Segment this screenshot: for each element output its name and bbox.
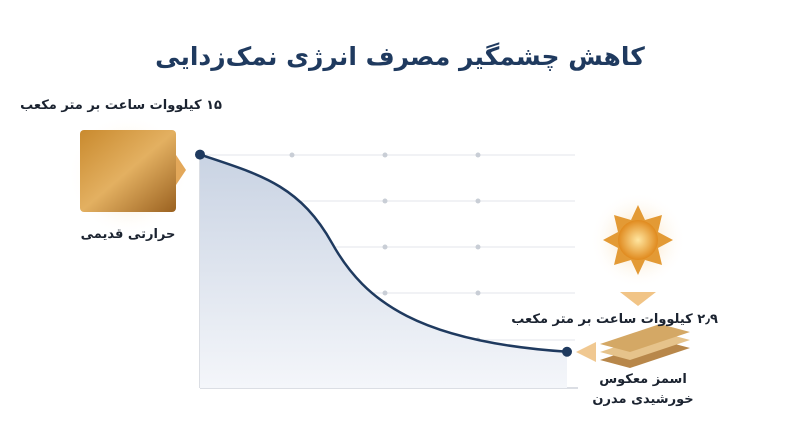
line	[199, 153, 568, 353]
chart-title: کاهش چشمگیر مصرف انرژی نمک‌زدایی	[155, 42, 645, 71]
old-icon	[68, 115, 188, 235]
category-label: اسمز معکوس خورشیدی مدرن	[592, 372, 694, 407]
point	[195, 149, 205, 160]
category-label: حرارتی قدیمی	[80, 227, 176, 242]
membrane-icon	[576, 324, 690, 368]
value-label: ۲٫۹ کیلووات ساعت بر متر مکعب	[511, 312, 718, 327]
value-label: ۱۵ کیلووات ساعت بر متر مکعب	[20, 98, 222, 113]
sun-icon	[590, 192, 686, 306]
point	[562, 346, 572, 357]
area	[200, 154, 567, 388]
